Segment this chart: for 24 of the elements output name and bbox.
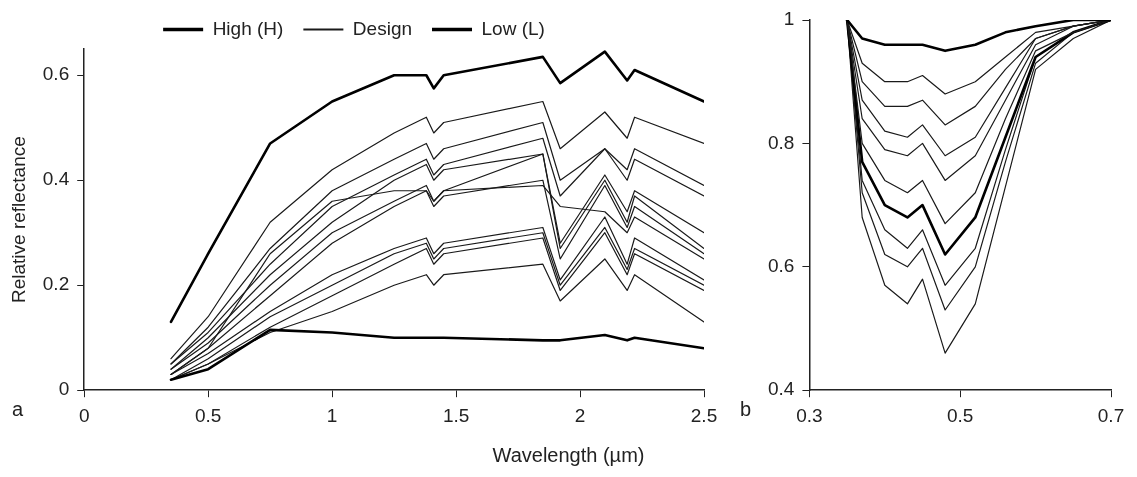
- y-tick-label: 0.8: [767, 131, 795, 153]
- y-tick-label: 0: [58, 378, 70, 400]
- y-tick-label: 0.6: [42, 63, 70, 85]
- x-tick-label: 2.5: [690, 404, 718, 426]
- y-axis-title: Relative reflectance: [7, 136, 29, 304]
- y-tick-label: 0.6: [767, 255, 795, 277]
- y-tick-label: 0.2: [42, 273, 70, 295]
- x-tick-label: 0.5: [947, 404, 974, 426]
- x-tick-label: 0: [78, 404, 90, 426]
- x-axis-title: Wavelength (µm): [491, 444, 646, 467]
- legend-label: Design: [352, 17, 413, 39]
- legend-label: High (H): [212, 17, 284, 39]
- x-tick-label: 0.3: [796, 404, 823, 426]
- y-tick-label: 0.4: [767, 378, 795, 400]
- x-tick-label: 2: [574, 404, 586, 426]
- text: b: [740, 398, 752, 421]
- x-tick-label: 1: [326, 404, 338, 426]
- x-tick-label: 0.5: [194, 404, 222, 426]
- x-tick-label: 0.7: [1097, 404, 1125, 426]
- text: a: [12, 398, 24, 421]
- x-tick-label: 1.5: [442, 404, 470, 426]
- y-tick-label: 0.4: [42, 168, 70, 190]
- y-tick-label: 1: [783, 8, 795, 30]
- legend-label: Low (L): [481, 17, 545, 39]
